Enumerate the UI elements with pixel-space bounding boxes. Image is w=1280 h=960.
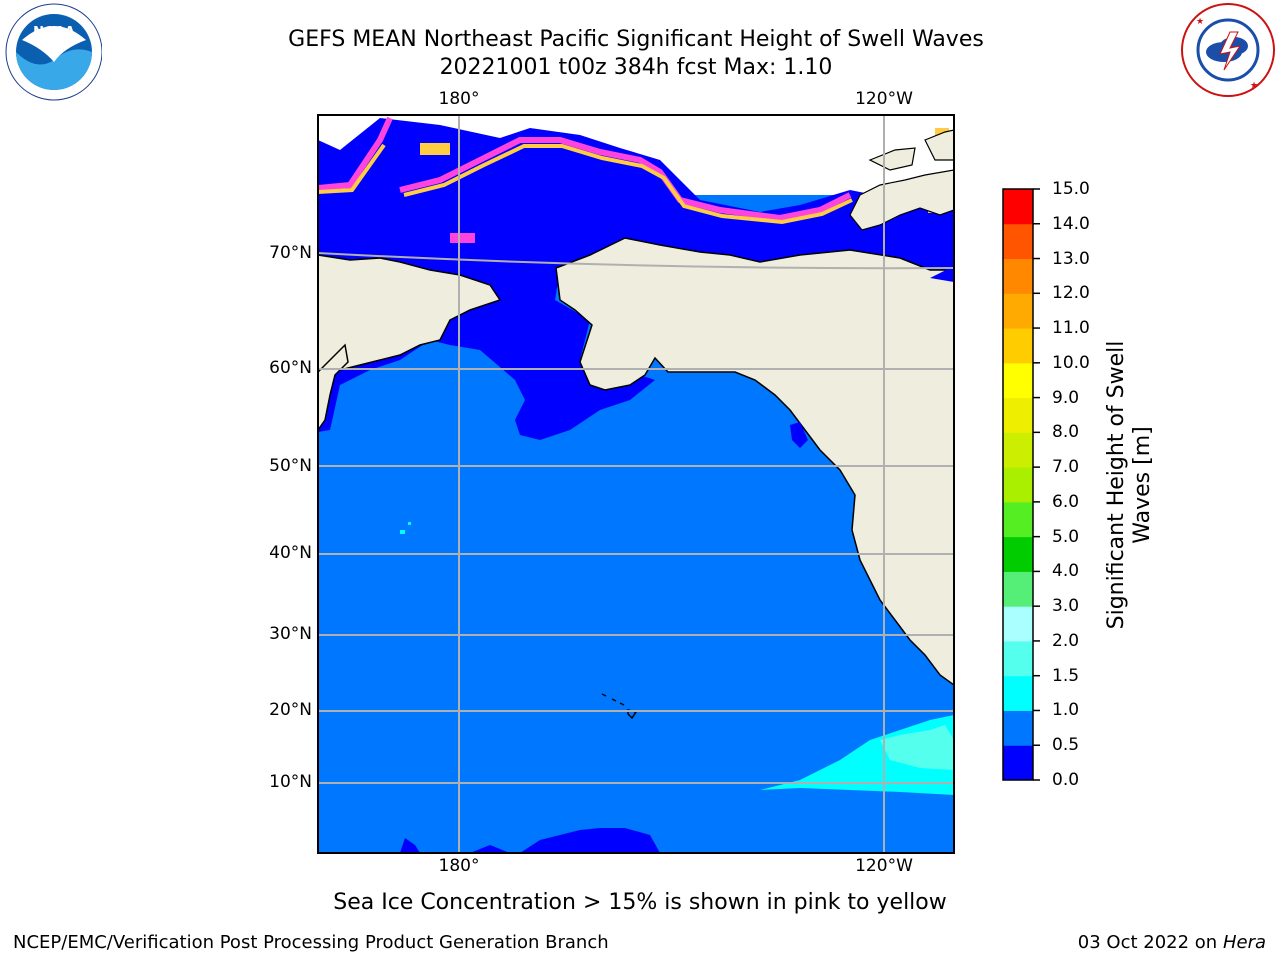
colorbar-segment xyxy=(1003,501,1033,538)
colorbar-frame xyxy=(1002,188,1034,781)
lat-label-40n: 40°N xyxy=(269,543,312,563)
colorbar-label: Significant Height of Swell Waves [m] xyxy=(1104,341,1156,630)
lat-label-30n: 30°N xyxy=(269,624,312,644)
colorbar-segment xyxy=(1003,606,1033,642)
colorbar-tick-label: 0.5 xyxy=(1052,735,1080,756)
colorbar-segment xyxy=(1003,328,1033,364)
colorbar-tick-label: 7.0 xyxy=(1052,457,1080,478)
colorbar-segment xyxy=(1003,293,1033,329)
colorbar-tick-label: 5.0 xyxy=(1052,526,1080,547)
colorbar xyxy=(1003,188,1040,781)
map-frame xyxy=(317,114,955,854)
footer-date: 03 Oct 2022 on Hera xyxy=(1078,932,1266,953)
colorbar-segment xyxy=(1003,467,1033,503)
colorbar-label-line2: Waves [m] xyxy=(1130,426,1155,544)
chart-title: GEFS MEAN Northeast Pacific Significant … xyxy=(288,27,984,52)
colorbar-label-line1: Significant Height of Swell xyxy=(1104,340,1129,630)
land-kamchatka xyxy=(318,343,349,432)
lon-label-bottom-120w: 120°W xyxy=(855,856,913,876)
lon-label-top-180: 180° xyxy=(438,89,480,109)
footer-credit: NCEP/EMC/Verification Post Processing Pr… xyxy=(13,932,609,953)
colorbar-tick-label: 15.0 xyxy=(1052,179,1090,199)
lat-label-10n: 10°N xyxy=(269,772,312,792)
svg-text:★: ★ xyxy=(1196,17,1204,27)
lat-label-50n: 50°N xyxy=(269,456,312,476)
colorbar-segment xyxy=(1003,640,1033,677)
colorbar-tick-label: 6.0 xyxy=(1052,491,1080,512)
colorbar-tick-label: 9.0 xyxy=(1052,387,1080,408)
lon-label-top-120w: 120°W xyxy=(855,89,913,109)
gridlines xyxy=(318,115,954,853)
colorbar-tick-label: 13.0 xyxy=(1052,248,1090,269)
colorbar-tick-label: 4.0 xyxy=(1052,561,1080,582)
colorbar-tick-label: 11.0 xyxy=(1052,318,1090,339)
colorbar-tick-label: 2.0 xyxy=(1052,630,1080,651)
colorbar-segment xyxy=(1003,675,1033,711)
land-north-america xyxy=(555,237,954,686)
colorbar-segment xyxy=(1003,710,1033,746)
colorbar-tick-label: 12.0 xyxy=(1052,283,1090,304)
sea-ice-note: Sea Ice Concentration > 15% is shown in … xyxy=(333,890,947,915)
svg-text:★: ★ xyxy=(1250,81,1258,91)
noaa-logo: NOAA xyxy=(2,2,103,102)
colorbar-tick-label: 1.0 xyxy=(1052,700,1080,721)
lat-label-60n: 60°N xyxy=(269,358,312,378)
colorbar-segment xyxy=(1003,432,1033,468)
colorbar-tick-label: 3.0 xyxy=(1052,596,1080,617)
land-hawaii xyxy=(601,693,638,720)
lon-label-bottom-180: 180° xyxy=(438,856,480,876)
chart-subtitle: 20221001 t00z 384h fcst Max: 1.10 xyxy=(439,55,833,80)
noaa-logo-text: NOAA xyxy=(33,25,75,40)
colorbar-tick-label: 14.0 xyxy=(1052,213,1090,234)
colorbar-segment xyxy=(1003,571,1033,607)
colorbar-tick-label: 0.0 xyxy=(1052,770,1080,790)
colorbar-segment xyxy=(1003,536,1033,572)
colorbar-tick-label: 10.0 xyxy=(1052,352,1090,373)
land-arctic-islands xyxy=(849,169,954,231)
footer-date-text: 03 Oct 2022 on xyxy=(1077,932,1223,953)
colorbar-segment xyxy=(1003,745,1033,781)
colorbar-segment xyxy=(1003,258,1033,294)
colorbar-tick-label: 8.0 xyxy=(1052,422,1080,443)
colorbar-segment xyxy=(1003,397,1033,433)
lat-label-20n: 20°N xyxy=(269,700,312,720)
ocean-low-north xyxy=(318,118,954,440)
colorbar-segment xyxy=(1003,223,1033,260)
colorbar-segment xyxy=(1003,362,1033,399)
nws-logo: ★ ★ xyxy=(1180,2,1276,98)
colorbar-tick-label: 1.5 xyxy=(1052,665,1080,686)
ocean-low-south xyxy=(520,828,660,853)
sea-ice-fringe xyxy=(318,116,852,222)
footer-machine: Hera xyxy=(1222,932,1266,953)
sea-ice-yellow xyxy=(318,143,853,225)
lat-label-70n: 70°N xyxy=(269,243,312,263)
colorbar-segment xyxy=(1003,189,1033,225)
